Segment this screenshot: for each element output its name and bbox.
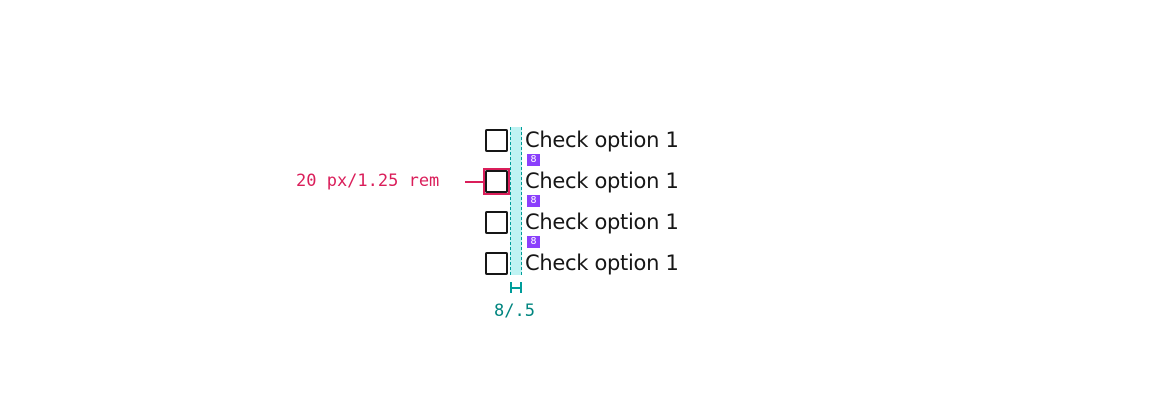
gap-marker-line: [510, 287, 522, 289]
checkbox-1[interactable]: [485, 129, 508, 152]
gap-highlight-band: [510, 127, 522, 275]
spacing-badge: 8: [527, 154, 540, 166]
checkbox-2[interactable]: [485, 170, 508, 193]
spacing-badge: 8: [527, 195, 540, 207]
spacing-badge: 8: [527, 236, 540, 248]
checkbox-3[interactable]: [485, 211, 508, 234]
checkbox-label-2: Check option 1: [525, 169, 679, 193]
size-leader-line: [465, 181, 484, 183]
checkbox-label-1: Check option 1: [525, 128, 679, 152]
size-highlight-box: [483, 168, 510, 195]
checkbox-4[interactable]: [485, 252, 508, 275]
checkbox-label-4: Check option 1: [525, 251, 679, 275]
checkbox-size-annotation: 20 px/1.25 rem: [296, 171, 440, 191]
gap-annotation: 8/.5: [494, 301, 535, 321]
checkbox-label-3: Check option 1: [525, 210, 679, 234]
